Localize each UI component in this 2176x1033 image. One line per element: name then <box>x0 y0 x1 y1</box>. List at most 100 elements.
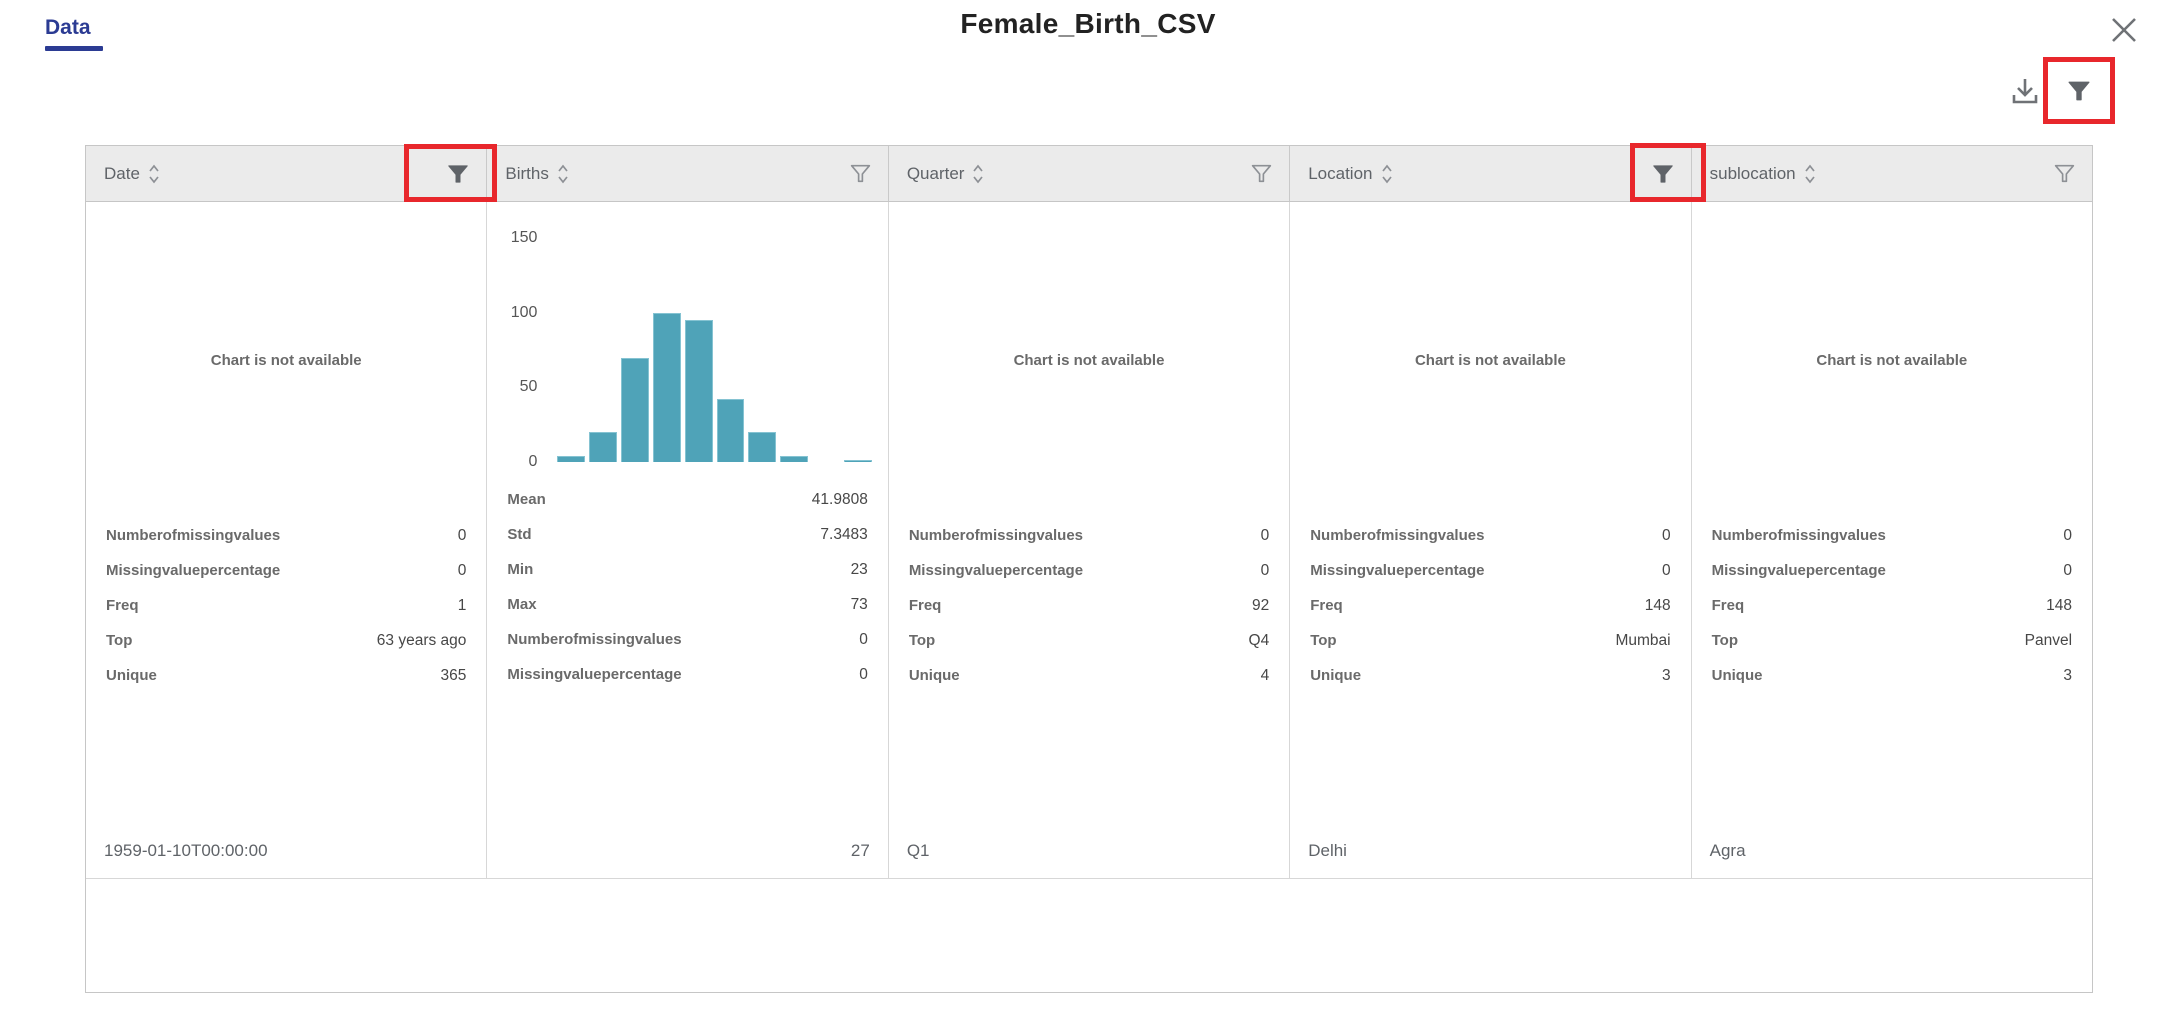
y-axis-tick-label: 50 <box>519 378 538 396</box>
stat-value: 0 <box>859 630 868 648</box>
column-name: Date <box>104 163 140 183</box>
stat-row: Mean 41.9808 <box>487 482 887 517</box>
stat-label: Top <box>106 632 133 649</box>
column-summary-births: 0 50 100 150 Mean 41.9808 Std 7.3483 Min 23 Max 73 N… <box>487 202 889 823</box>
stat-label: Numberofmissingvalues <box>106 527 281 544</box>
chart-not-available-text: Chart is not available <box>210 351 362 369</box>
stat-label: Max <box>507 596 537 613</box>
filter-icon[interactable] <box>1650 161 1676 187</box>
stat-label: Freq <box>908 597 942 614</box>
stat-row: Missingvaluepercentage 0 <box>86 553 486 588</box>
stat-row: Min 23 <box>487 552 887 587</box>
stat-label: Unique <box>106 667 157 684</box>
table-footer-empty <box>86 879 2092 992</box>
sort-icon[interactable] <box>1803 163 1817 185</box>
stat-value: 3 <box>1662 666 1671 684</box>
stat-label: Std <box>507 526 532 543</box>
chart-zone: 0 50 100 150 <box>487 202 887 482</box>
stat-label: Missingvaluepercentage <box>1310 562 1485 579</box>
stat-value: 41.9808 <box>811 490 868 508</box>
stat-label: Numberofmissingvalues <box>1310 527 1485 544</box>
stat-value: 148 <box>1644 596 1671 614</box>
stat-value: 0 <box>2063 526 2073 544</box>
stat-row: Freq 92 <box>889 588 1289 623</box>
table-header-row: Date Births Quarter Location sublocation <box>86 146 2092 202</box>
filter-icon[interactable] <box>2064 74 2094 108</box>
chart-not-available-text: Chart is not available <box>1414 351 1566 369</box>
column-header-quarter[interactable]: Quarter <box>889 146 1291 201</box>
sort-icon[interactable] <box>1380 163 1394 185</box>
stat-row: Max 73 <box>487 587 887 622</box>
chart-not-available-text: Chart is not available <box>1816 351 1968 369</box>
column-summary-date: Chart is not available Numberofmissingval… <box>86 202 488 823</box>
page-title: Female_Birth_CSV <box>960 8 1216 39</box>
tab-data[interactable]: Data <box>45 16 103 51</box>
stat-value: 3 <box>2063 666 2073 684</box>
stat-row: Unique 3 <box>1692 658 2092 693</box>
stat-value: Q4 <box>1248 631 1270 649</box>
stat-value: 148 <box>2046 596 2073 614</box>
stat-row: Missingvaluepercentage 0 <box>1692 553 2092 588</box>
cell-value: 1959-01-10T00:00:00 <box>104 840 268 860</box>
stat-label: Mean <box>507 491 546 508</box>
stat-value: Mumbai <box>1615 631 1671 649</box>
stat-row: Top 63 years ago <box>86 623 486 658</box>
sort-icon[interactable] <box>971 163 985 185</box>
stat-row: Numberofmissingvalues 0 <box>1290 518 1690 553</box>
filter-icon[interactable] <box>445 161 471 187</box>
histogram-bar <box>684 320 713 462</box>
stat-label: Missingvaluepercentage <box>1711 562 1886 579</box>
filter-icon[interactable] <box>848 161 873 186</box>
stat-value: 0 <box>2063 561 2073 579</box>
histogram-bar <box>748 432 777 462</box>
column-header-date[interactable]: Date <box>86 146 488 201</box>
column-summary-quarter: Chart is not available Numberofmissingval… <box>889 202 1291 823</box>
histogram-bar <box>589 432 618 462</box>
stat-label: Numberofmissingvalues <box>908 527 1084 544</box>
column-name: Location <box>1308 163 1373 183</box>
stat-label: Unique <box>908 667 960 684</box>
cell-date: 1959-01-10T00:00:00 <box>86 823 488 878</box>
sort-icon[interactable] <box>147 163 161 185</box>
stat-row: Numberofmissingvalues 0 <box>86 518 486 553</box>
cell-value: Agra <box>1709 840 1746 860</box>
births-histogram: 0 50 100 150 <box>487 210 881 472</box>
column-summary-sublocation: Chart is not available Numberofmissingval… <box>1692 202 2092 823</box>
histogram-bar <box>780 456 809 462</box>
stat-label: Numberofmissingvalues <box>1711 527 1886 544</box>
stat-value: 0 <box>1260 526 1270 544</box>
sort-icon[interactable] <box>556 163 570 185</box>
histogram-bar <box>652 313 681 462</box>
stat-value: 7.3483 <box>820 525 868 543</box>
column-stats: Mean 41.9808 Std 7.3483 Min 23 Max 73 Numberofmi… <box>487 482 887 692</box>
column-header-location[interactable]: Location <box>1290 146 1692 201</box>
stat-value: 63 years ago <box>376 631 467 649</box>
column-header-births[interactable]: Births <box>487 146 889 201</box>
histogram-bar <box>557 456 586 462</box>
download-icon[interactable] <box>2010 74 2040 108</box>
filter-icon[interactable] <box>2052 161 2077 186</box>
column-summary-row: Chart is not available Numberofmissingval… <box>86 202 2092 823</box>
column-header-sublocation[interactable]: sublocation <box>1692 146 2092 201</box>
stat-label: Top <box>908 632 936 649</box>
stat-label: Unique <box>1310 667 1362 684</box>
stat-value: 0 <box>1662 561 1671 579</box>
cell-value: Delhi <box>1308 840 1347 860</box>
cell-quarter: Q1 <box>889 823 1291 878</box>
chart-zone: Chart is not available <box>889 202 1289 518</box>
stat-row: Numberofmissingvalues 0 <box>889 518 1289 553</box>
stat-row: Freq 148 <box>1692 588 2092 623</box>
column-name: Births <box>505 163 549 183</box>
data-preview-table: Date Births Quarter Location sublocation… <box>85 145 2093 993</box>
chart-zone: Chart is not available <box>1290 202 1690 518</box>
filter-icon[interactable] <box>1249 161 1274 186</box>
stat-label: Numberofmissingvalues <box>507 631 682 648</box>
stat-value: 4 <box>1260 666 1270 684</box>
stat-label: Top <box>1711 632 1738 649</box>
stat-row: Top Q4 <box>889 623 1289 658</box>
close-icon[interactable] <box>2106 12 2142 48</box>
chart-not-available-text: Chart is not available <box>1013 351 1165 369</box>
tab-active-underline <box>45 46 103 51</box>
stat-label: Missingvaluepercentage <box>106 562 281 579</box>
